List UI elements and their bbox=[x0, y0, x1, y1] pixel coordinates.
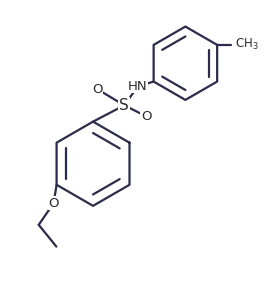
Text: HN: HN bbox=[128, 80, 148, 93]
Text: O: O bbox=[141, 110, 151, 123]
Text: CH$_3$: CH$_3$ bbox=[235, 37, 259, 53]
Text: O: O bbox=[92, 83, 102, 95]
Text: S: S bbox=[119, 98, 129, 113]
Text: O: O bbox=[48, 197, 59, 210]
